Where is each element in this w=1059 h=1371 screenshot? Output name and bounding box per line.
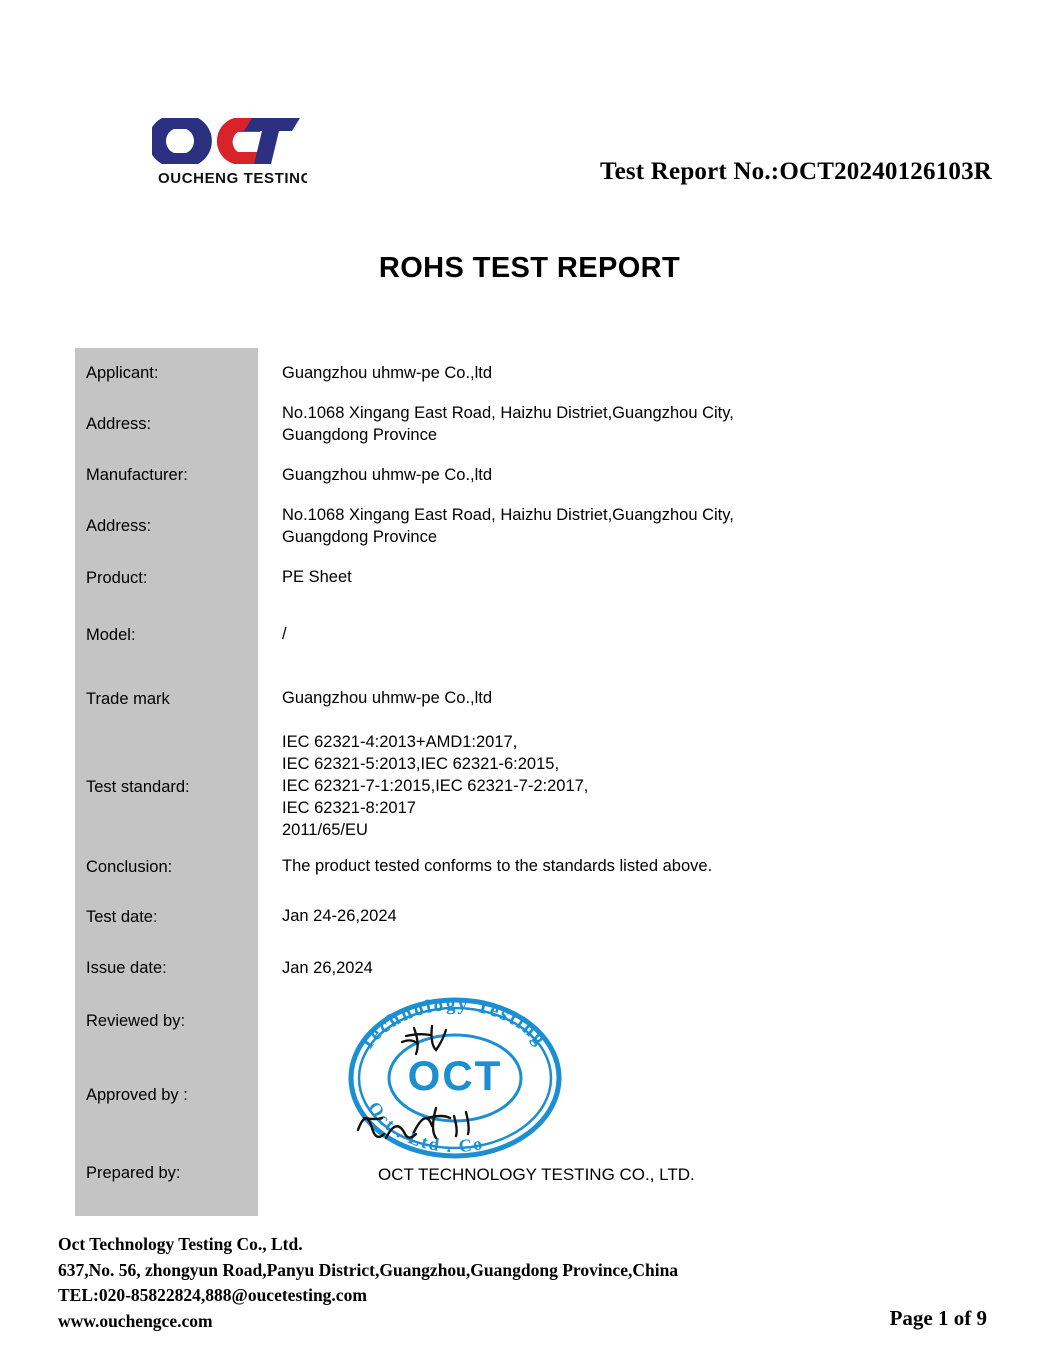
row-label: Address: — [86, 517, 152, 536]
table-row: Test date: Jan 24-26,2024 — [75, 892, 985, 942]
page-title: ROHS TEST REPORT — [378, 252, 681, 284]
row-value: Guangzhou uhmw-pe Co.,ltd — [282, 363, 493, 382]
table-row: Model: / — [75, 604, 985, 666]
row-value: Jan 26,2024 — [282, 958, 373, 977]
row-label: Test standard: — [86, 777, 190, 796]
row-value: IEC 62321-4:2013+AMD1:2017, IEC 62321-5:… — [282, 733, 589, 839]
svg-text:OUCHENG TESTING: OUCHENG TESTING — [158, 170, 307, 187]
page-footer: Oct Technology Testing Co., Ltd. 637,No.… — [58, 1232, 678, 1335]
table-row: Product: PE Sheet — [75, 552, 985, 604]
footer-address: 637,No. 56, zhongyun Road,Panyu District… — [58, 1259, 679, 1280]
table-row: Prepared by: — [75, 1143, 985, 1203]
row-label: Issue date: — [86, 959, 167, 978]
row-label: Product: — [86, 568, 148, 587]
row-label: Model: — [86, 625, 136, 644]
info-rows: Applicant: Guangzhou uhmw-pe Co.,ltd Add… — [75, 348, 985, 1203]
row-value: The product tested conforms to the stand… — [282, 857, 713, 876]
prepared-by-company: OCT TECHNOLOGY TESTING CO., LTD. — [378, 1165, 695, 1184]
table-row: Address: No.1068 Xingang East Road, Haiz… — [75, 501, 985, 552]
footer-company: Oct Technology Testing Co., Ltd. — [58, 1234, 303, 1254]
page-number: Page 1 of 9 — [889, 1306, 987, 1330]
footer-contact: TEL:020-85822824,888@oucetesting.com — [58, 1285, 367, 1306]
label-column-background — [75, 348, 258, 1216]
report-info-table: Applicant: Guangzhou uhmw-pe Co.,ltd Add… — [75, 348, 985, 1216]
table-row: Address: No.1068 Xingang East Road, Haiz… — [75, 399, 985, 450]
row-value: Guangzhou uhmw-pe Co.,ltd — [282, 465, 493, 484]
row-label: Approved by : — [86, 1085, 188, 1104]
row-label: Trade mark — [86, 689, 170, 708]
row-label: Reviewed by: — [86, 1011, 186, 1030]
report-number: Test Report No.:OCT20240126103R — [600, 158, 993, 185]
footer-website: www.ouchengce.com — [58, 1311, 213, 1332]
table-row: Reviewed by: — [75, 995, 985, 1047]
row-label: Manufacturer: — [86, 466, 188, 485]
table-row: Approved by : — [75, 1047, 985, 1143]
row-value: No.1068 Xingang East Road, Haizhu Distri… — [282, 403, 734, 444]
table-row: Applicant: Guangzhou uhmw-pe Co.,ltd — [75, 348, 985, 399]
table-row: Test standard: IEC 62321-4:2013+AMD1:201… — [75, 732, 985, 842]
row-label: Test date: — [86, 907, 158, 926]
page-header: OUCHENG TESTING Test Report No.:OCT20240… — [0, 0, 1059, 215]
row-value: PE Sheet — [282, 568, 352, 587]
row-label: Applicant: — [86, 364, 159, 383]
oct-logo: OUCHENG TESTING — [152, 112, 307, 190]
row-label: Prepared by: — [86, 1163, 181, 1182]
row-value: / — [282, 625, 287, 644]
table-row: Issue date: Jan 26,2024 — [75, 942, 985, 995]
table-row: Trade mark Guangzhou uhmw-pe Co.,ltd — [75, 666, 985, 732]
row-label: Conclusion: — [86, 857, 173, 876]
table-row: Conclusion: The product tested conforms … — [75, 842, 985, 892]
row-value: No.1068 Xingang East Road, Haizhu Distri… — [282, 505, 734, 546]
row-value: Guangzhou uhmw-pe Co.,ltd — [282, 689, 493, 708]
table-row: Manufacturer: Guangzhou uhmw-pe Co.,ltd — [75, 450, 985, 501]
row-label: Address: — [86, 415, 152, 434]
row-value: Jan 24-26,2024 — [282, 907, 397, 926]
